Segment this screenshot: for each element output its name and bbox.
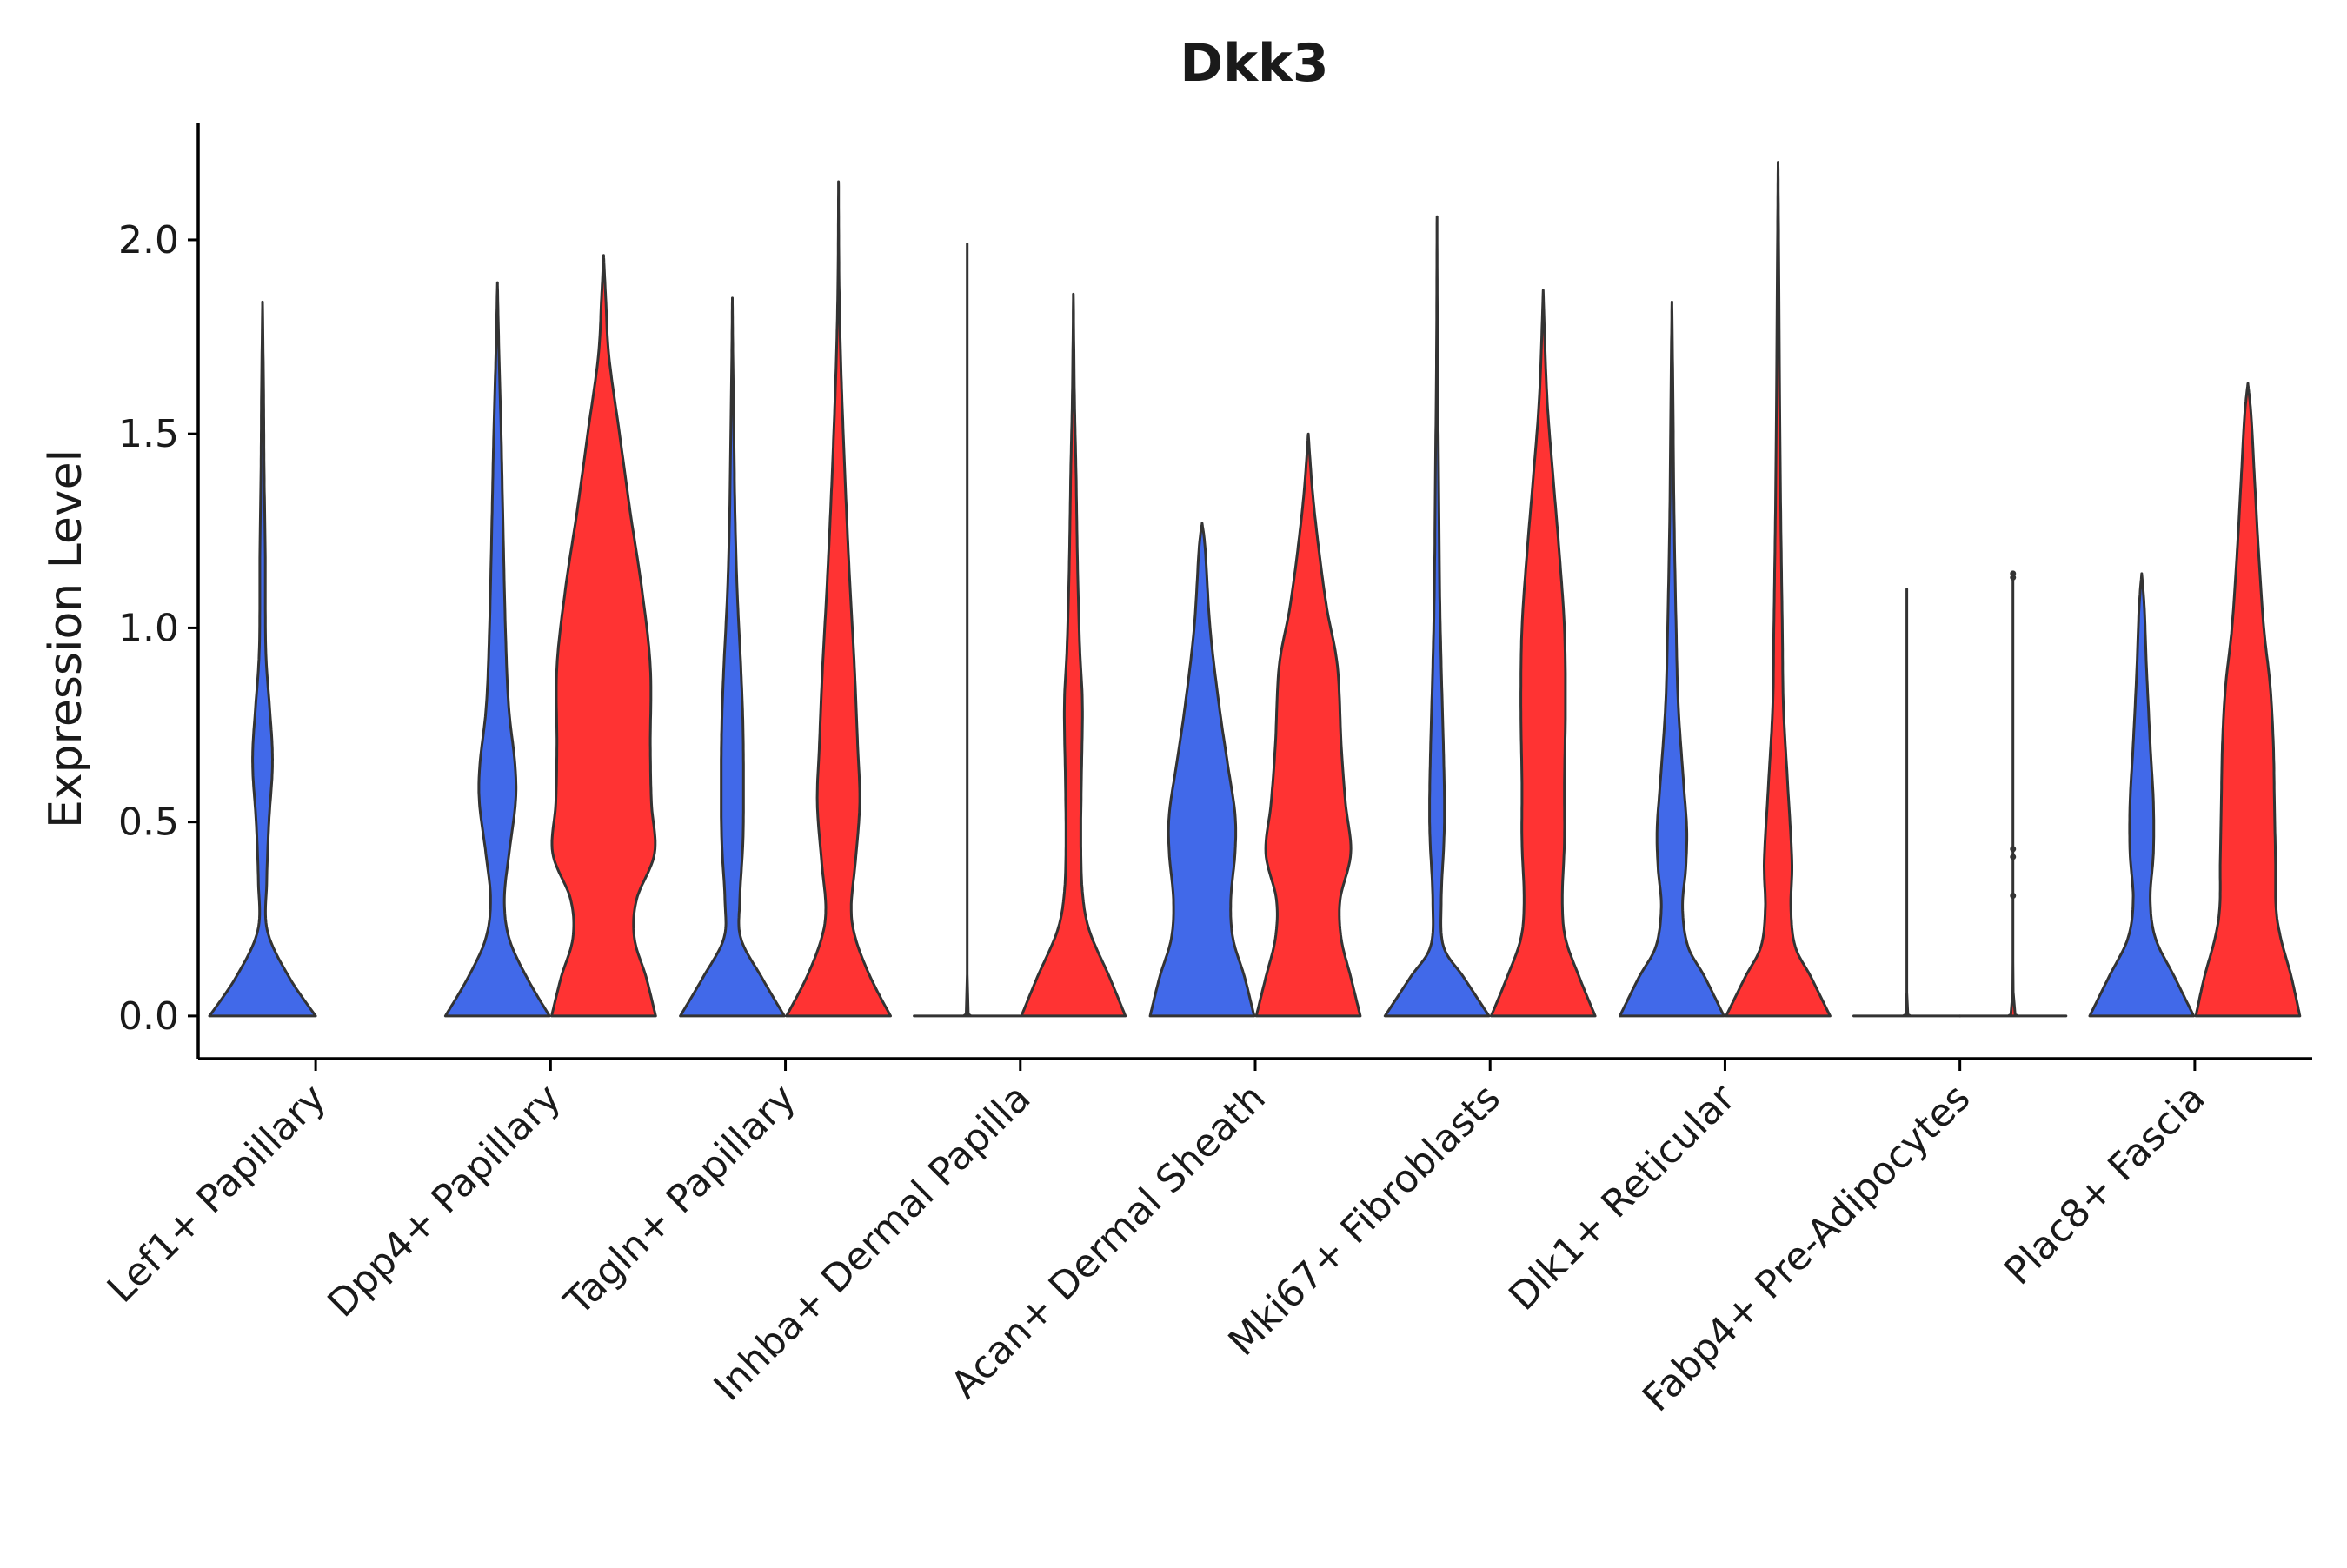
violin-blue-mki67-fibroblasts: [1383, 215, 1491, 1018]
violin-blue-plac8-fascia: [2088, 572, 2196, 1018]
violin-blue-dpp4-papillary: [443, 281, 551, 1018]
y-tick-label-3: 1.5: [118, 412, 179, 456]
violin-blue-dlk1-reticular: [1619, 300, 1725, 1018]
y-tick-label-0: 0.0: [118, 994, 179, 1039]
violin-red-fabp4-pre-adipocytes: [1958, 575, 2068, 1018]
outlier-point-0: [2010, 892, 2017, 899]
x-tick-label-0: Lef1+ Papillary: [99, 1076, 335, 1312]
y-tick-label-1: 0.5: [118, 801, 179, 845]
violin-red-tagln-papillary: [785, 180, 892, 1018]
chart-title: Dkk3: [1180, 33, 1328, 94]
y-tick-label-4: 2.0: [118, 218, 179, 262]
violin-red-acan-dermal-sheath: [1254, 432, 1362, 1018]
violin-blue-lef1-papillary: [208, 300, 317, 1018]
x-tick-label-1: Dpp4+ Papillary: [319, 1076, 569, 1326]
outlier-point-4: [2010, 570, 2017, 577]
violin-blue-inhba-dermal-papilla: [913, 242, 1022, 1018]
outlier-point-1: [2010, 854, 2017, 860]
violin-blue-acan-dermal-sheath: [1148, 522, 1256, 1018]
x-tick-label-5: Mki67+ Fibroblasts: [1220, 1076, 1509, 1365]
outlier-point-2: [2010, 846, 2017, 853]
violin-red-plac8-fascia: [2194, 382, 2302, 1018]
violin-red-inhba-dermal-papilla: [1020, 292, 1127, 1018]
violin-red-mki67-fibroblasts: [1489, 289, 1597, 1018]
outlier-points-layer: [2010, 570, 2017, 899]
x-tick-label-8: Plac8+ Fascia: [1996, 1076, 2214, 1294]
y-axis-label: Expression Level: [40, 449, 92, 828]
x-tick-label-6: Dlk1+ Reticular: [1500, 1075, 1745, 1319]
violin-blue-fabp4-pre-adipocytes: [1852, 588, 1962, 1018]
violins-layer: [208, 161, 2302, 1018]
x-tick-label-2: Tagln+ Papillary: [555, 1076, 804, 1325]
y-tick-label-2: 1.0: [118, 606, 179, 650]
violin-red-dlk1-reticular: [1725, 161, 1832, 1018]
violin-blue-tagln-papillary: [679, 296, 786, 1018]
violin-red-dpp4-papillary: [550, 254, 657, 1018]
